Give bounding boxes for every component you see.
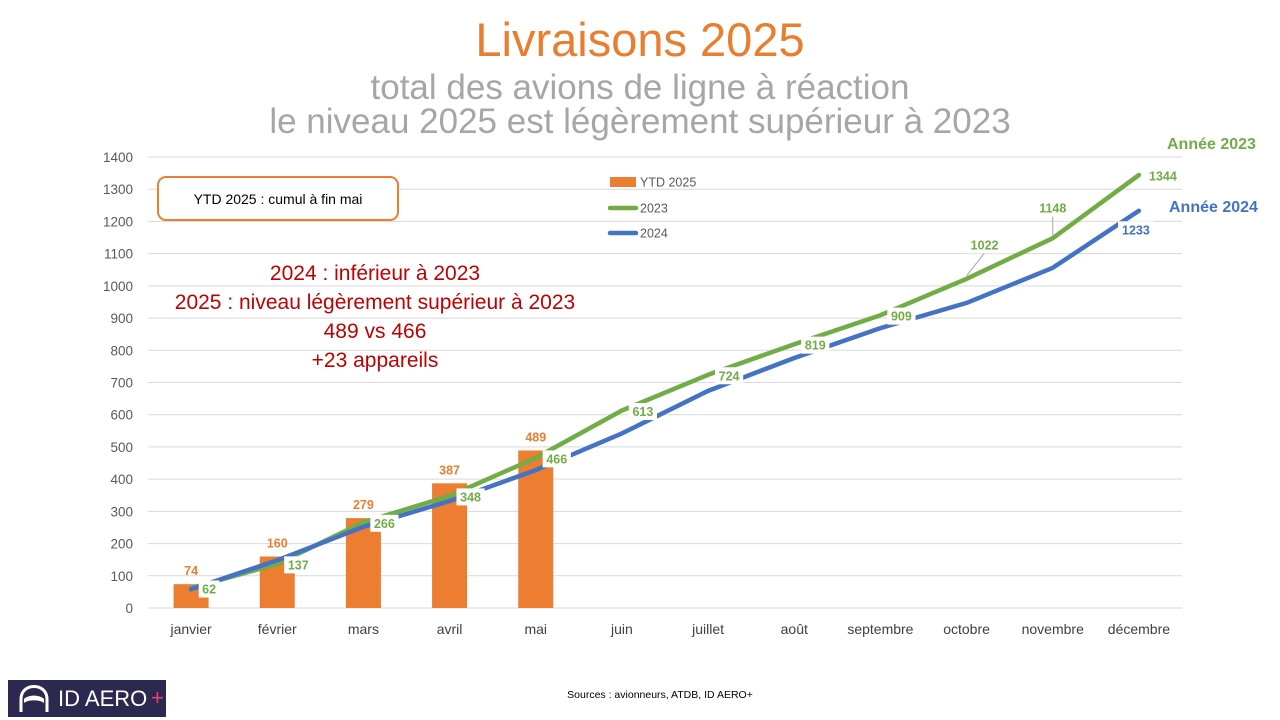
legend-label-2024: 2024	[640, 227, 668, 241]
data-label-bg-2023-11	[1145, 167, 1181, 185]
data-label-bg-2024-11	[1118, 221, 1154, 239]
data-label-2023-5: 613	[632, 405, 653, 419]
y-tick-label-600: 600	[110, 408, 133, 423]
airplane-nose-icon	[19, 685, 49, 712]
series-line-2024	[188, 208, 1142, 592]
ytd-info-text: YTD 2025 : cumul à fin mai	[193, 190, 363, 207]
y-tick-label-800: 800	[110, 343, 133, 358]
y-tick-label-400: 400	[110, 472, 133, 487]
source-note: Sources : avionneurs, ATDB, ID AERO+	[567, 689, 753, 701]
x-tick-label-octobre: octobre	[943, 621, 990, 637]
annotation-line-4: +23 appareils	[311, 349, 439, 372]
legend-label-2023: 2023	[640, 202, 668, 216]
data-label-ytd-2025-4: 489	[525, 430, 546, 444]
data-label-2023-2: 266	[374, 517, 395, 531]
x-tick-label-avril: avril	[437, 621, 463, 637]
data-label-2023-0: 62	[202, 583, 216, 597]
data-label-bg-2023-9	[966, 236, 1003, 254]
chart-title: Livraisons 2025	[475, 13, 805, 66]
data-label-2023-3: 348	[460, 490, 481, 504]
data-label-bg-2023-2	[370, 514, 399, 532]
data-label-ytd-2025-0: 74	[184, 564, 198, 578]
leader-line-2023-9	[966, 252, 985, 277]
x-tick-label-ao-t: août	[781, 621, 808, 637]
logo-plus: +	[151, 685, 164, 710]
y-tick-label-500: 500	[110, 440, 133, 455]
y-tick-label-200: 200	[110, 537, 133, 552]
data-label-bg-2023-6	[714, 367, 744, 385]
logo-text: ID AERO	[58, 686, 148, 711]
data-label-2023-9: 1022	[971, 238, 999, 252]
y-tick-label-900: 900	[110, 311, 133, 326]
data-label-2023-1: 137	[288, 558, 309, 572]
x-tick-label-novembre: novembre	[1022, 621, 1084, 637]
series-end-tag-2023: Année 2023	[1167, 136, 1256, 153]
y-tick-label-100: 100	[110, 569, 133, 584]
x-tick-label-septembre: septembre	[847, 621, 913, 637]
y-tick-label-1200: 1200	[103, 214, 133, 229]
data-label-2023-10: 1148	[1039, 202, 1066, 216]
annotation-line-1: 2024 : inférieur à 2023	[269, 262, 481, 285]
data-label-bg-2023-0	[198, 580, 220, 598]
chart-subtitle-line-2: le niveau 2025 est légèrement supérieur …	[269, 102, 1011, 141]
comparison-annotations: 2024 : inférieur à 2023 2025 : niveau lé…	[140, 259, 610, 375]
chart-subtitle-line-1: total des avions de ligne à réaction	[370, 68, 910, 107]
data-label-2024-11: 1233	[1122, 223, 1150, 237]
x-tick-label-janvier: janvier	[169, 621, 212, 637]
data-label-bg-2023-8	[887, 307, 916, 325]
x-tick-label-juillet: juillet	[691, 621, 724, 637]
annotation-line-2: 2025 : niveau légèrement supérieur à 202…	[174, 291, 576, 314]
data-label-ytd-2025-2: 279	[353, 498, 374, 512]
data-label-bg-2023-5	[628, 403, 658, 421]
data-label-2023-7: 819	[805, 339, 826, 353]
y-tick-label-0: 0	[125, 601, 133, 616]
annotation-line-3: 489 vs 466	[323, 320, 427, 343]
data-label-bg-2023-7	[801, 336, 830, 354]
data-label-ytd-2025-1: 160	[267, 536, 288, 550]
data-label-bg-2023-3	[456, 488, 485, 506]
y-tick-label-300: 300	[110, 504, 133, 519]
data-label-bg-2023-1	[284, 556, 313, 574]
x-tick-label-mai: mai	[524, 621, 547, 637]
x-tick-label-mars: mars	[348, 621, 379, 637]
y-tick-label-700: 700	[110, 376, 133, 391]
data-label-2023-11: 1344	[1149, 170, 1177, 184]
data-label-ytd-2025-3: 387	[439, 463, 460, 477]
y-tick-label-1000: 1000	[103, 279, 133, 294]
x-tick-label-juin: juin	[610, 621, 633, 637]
series-line-2023	[188, 172, 1142, 591]
data-label-2023-4: 466	[546, 452, 567, 466]
y-tick-label-1300: 1300	[103, 182, 133, 197]
data-label-bg-2023-10	[1034, 199, 1071, 217]
legend-swatch-ytd-2025	[610, 177, 636, 187]
data-label-bg-2023-4	[542, 450, 571, 468]
legend-label-ytd-2025: YTD 2025	[640, 176, 696, 190]
series-end-tag-2024: Année 2024	[1169, 199, 1258, 216]
x-tick-label-f-vrier: février	[258, 621, 297, 637]
x-tick-label-d-cembre: décembre	[1108, 621, 1170, 637]
bar-ytd-2025-4	[518, 450, 554, 608]
data-label-2023-8: 909	[891, 310, 912, 324]
y-tick-label-1100: 1100	[104, 247, 133, 262]
data-label-2023-6: 724	[719, 369, 740, 383]
y-tick-label-1400: 1400	[103, 150, 133, 165]
ytd-info-box: YTD 2025 : cumul à fin mai	[157, 176, 399, 221]
id-aero-logo: ID AERO +	[8, 680, 166, 717]
